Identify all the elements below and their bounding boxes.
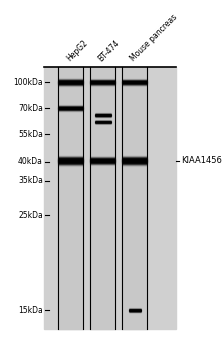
Text: BT-474: BT-474 bbox=[97, 38, 121, 63]
Bar bbox=[58, 67, 83, 329]
Text: HepG2: HepG2 bbox=[65, 38, 89, 63]
Text: Mouse pancreas: Mouse pancreas bbox=[128, 13, 179, 63]
Text: 40kDa: 40kDa bbox=[18, 157, 43, 166]
Bar bbox=[44, 67, 176, 329]
Text: KIAA1456: KIAA1456 bbox=[181, 156, 222, 165]
Text: 25kDa: 25kDa bbox=[18, 211, 43, 220]
Text: 55kDa: 55kDa bbox=[18, 130, 43, 139]
Text: 100kDa: 100kDa bbox=[13, 78, 43, 87]
Bar bbox=[122, 67, 147, 329]
Text: 35kDa: 35kDa bbox=[18, 176, 43, 185]
Bar bbox=[90, 67, 115, 329]
Text: 70kDa: 70kDa bbox=[18, 104, 43, 113]
Text: 15kDa: 15kDa bbox=[18, 306, 43, 315]
